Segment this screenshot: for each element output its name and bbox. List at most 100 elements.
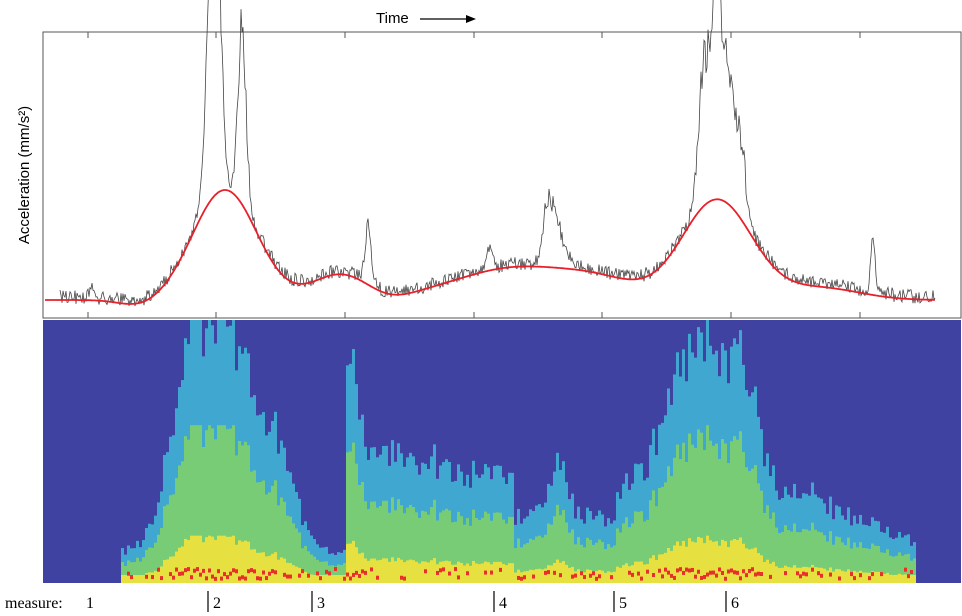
spec-yellow (280, 557, 283, 583)
spec-red (271, 569, 274, 574)
spec-yellow (217, 535, 220, 583)
spec-green (886, 549, 889, 583)
spec-green (499, 512, 502, 583)
spec-green (169, 495, 172, 583)
spec-yellow (439, 561, 442, 583)
spec-green (199, 425, 202, 583)
spec-red (316, 571, 319, 576)
spec-green (559, 515, 562, 583)
spec-yellow (403, 562, 406, 583)
spec-red (286, 574, 289, 579)
spec-red (220, 576, 223, 581)
spec-red (730, 568, 733, 573)
spec-yellow (823, 568, 826, 583)
spec-green (733, 436, 736, 583)
spec-green (778, 533, 781, 583)
spec-yellow (295, 566, 298, 583)
spec-green (592, 544, 595, 583)
spec-red (784, 571, 787, 576)
spec-green (430, 507, 433, 583)
spec-green (505, 523, 508, 583)
spec-red (838, 576, 841, 581)
spec-yellow (499, 561, 502, 583)
spec-green (565, 522, 568, 583)
spec-yellow (847, 569, 850, 583)
spec-green (790, 531, 793, 583)
spec-green (142, 557, 145, 583)
spec-red (349, 576, 352, 581)
spec-green (358, 484, 361, 583)
spec-green (547, 523, 550, 583)
spec-green (394, 510, 397, 583)
spec-red (829, 572, 832, 577)
spec-yellow (340, 575, 343, 583)
spec-yellow (214, 539, 217, 583)
spec-green (367, 509, 370, 583)
spec-red (598, 574, 601, 579)
spec-red (328, 571, 331, 576)
spec-red (274, 570, 277, 575)
spec-yellow (154, 570, 157, 583)
spec-red (355, 570, 358, 575)
spec-red (760, 572, 763, 577)
spec-green (466, 518, 469, 583)
spec-yellow (562, 561, 565, 583)
spec-green (376, 507, 379, 583)
spec-red (187, 567, 190, 572)
spec-green (865, 548, 868, 583)
spec-green (562, 509, 565, 583)
spec-green (514, 548, 517, 583)
spec-green (223, 425, 226, 583)
spec-yellow (541, 569, 544, 583)
spec-yellow (481, 563, 484, 583)
spec-yellow (865, 572, 868, 583)
spec-green (649, 500, 652, 583)
spec-green (139, 561, 142, 583)
spec-red (490, 570, 493, 575)
spec-green (664, 482, 667, 583)
spec-yellow (415, 561, 418, 583)
spec-green (136, 557, 139, 583)
spec-yellow (709, 540, 712, 583)
spec-red (718, 567, 721, 572)
spec-red (232, 568, 235, 573)
spec-yellow (268, 555, 271, 583)
spec-red (370, 567, 373, 572)
spec-red (256, 576, 259, 581)
spec-yellow (901, 574, 904, 583)
spec-red (667, 570, 670, 575)
spec-green (706, 425, 709, 583)
spec-yellow (409, 559, 412, 583)
spec-yellow (355, 547, 358, 583)
spec-red (589, 573, 592, 578)
spec-green (529, 538, 532, 583)
spec-green (409, 504, 412, 583)
spec-yellow (808, 567, 811, 583)
spec-green (694, 447, 697, 583)
spec-red (727, 569, 730, 574)
spec-yellow (538, 568, 541, 583)
spec-green (424, 511, 427, 583)
spec-yellow (904, 574, 907, 583)
spec-green (154, 542, 157, 583)
spec-green (319, 561, 322, 583)
spec-red (358, 573, 361, 578)
spec-green (478, 519, 481, 583)
spec-red (268, 571, 271, 576)
spec-green (214, 439, 217, 583)
spec-green (187, 439, 190, 583)
spec-green (574, 544, 577, 583)
spec-yellow (196, 535, 199, 583)
spec-green (613, 545, 616, 583)
spec-red (868, 576, 871, 581)
spec-green (490, 520, 493, 583)
spec-yellow (580, 571, 583, 583)
spec-red (361, 569, 364, 574)
spec-red (151, 575, 154, 580)
spec-yellow (142, 575, 145, 583)
spec-yellow (454, 564, 457, 583)
spec-red (802, 571, 805, 576)
spec-green (802, 529, 805, 583)
spec-green (841, 542, 844, 583)
spec-green (397, 499, 400, 583)
